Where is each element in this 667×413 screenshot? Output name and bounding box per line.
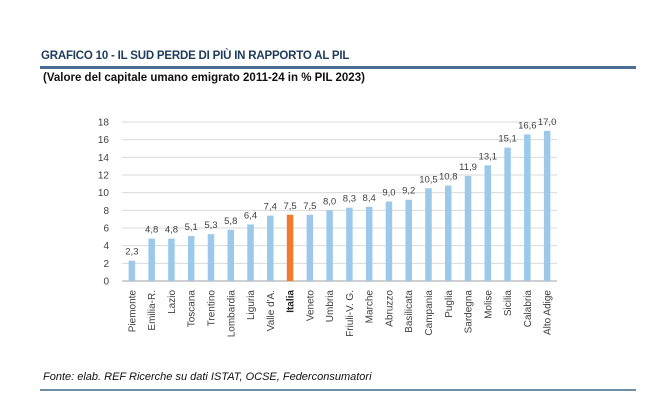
bar-lombardia xyxy=(227,229,234,281)
y-tick-label: 16 xyxy=(98,135,110,146)
data-label: 8,4 xyxy=(363,193,376,204)
x-tick-label: Abruzzo xyxy=(384,290,395,327)
chart-title: GRAFICO 10 - IL SUD PERDE DI PIÙ IN RAPP… xyxy=(41,50,350,62)
data-label: 4,8 xyxy=(145,225,158,236)
data-labels: 2,3 4,8 4,8 5,1 5,3 5,8 6,4 7,4 7,5 7,5 8,0 8,3 8,4 9… xyxy=(125,117,556,258)
y-tick-label: 18 xyxy=(98,118,110,129)
chart-subtitle: (Valore del capitale umano emigrato 2011… xyxy=(43,72,365,84)
y-tick-label: 4 xyxy=(103,241,109,252)
data-label: 7,4 xyxy=(264,202,277,213)
x-tick-label: Molise xyxy=(483,290,494,319)
bar-veneto xyxy=(306,214,314,281)
x-tick-label: Basilicata xyxy=(404,290,415,333)
bar-puglia xyxy=(445,185,452,281)
y-tick-label: 8 xyxy=(103,206,109,217)
x-tick-label: Sardegna xyxy=(464,290,475,334)
title-divider xyxy=(40,66,636,69)
data-label: 13,1 xyxy=(479,151,498,162)
y-tick-label: 6 xyxy=(103,224,109,235)
x-tick-label: Toscana xyxy=(187,290,198,328)
x-tick-label: Alto Adige xyxy=(543,290,554,335)
x-tick-label: Calabria xyxy=(523,290,534,328)
x-tick-label: Lombardia xyxy=(226,290,237,338)
data-label: 7,5 xyxy=(303,201,316,212)
bars xyxy=(128,130,551,281)
x-axis-labels: Piemonte Emilia-R. Lazio Toscana Trentino Lom… xyxy=(127,290,553,338)
bar-valle-d-a- xyxy=(267,215,274,281)
data-label: 9,2 xyxy=(402,186,415,197)
data-label: 8,0 xyxy=(323,196,336,207)
data-label: 8,3 xyxy=(343,194,356,205)
x-tick-label: Trentino xyxy=(206,290,217,327)
x-tick-label: Sicilia xyxy=(503,290,514,317)
x-tick-label: Lazio xyxy=(167,290,178,314)
x-tick-label: Emilia-R. xyxy=(147,290,158,331)
bar-liguria xyxy=(247,224,254,281)
data-label: 16,6 xyxy=(518,120,537,131)
bar-calabria xyxy=(524,134,531,281)
bar-emilia-r- xyxy=(148,238,155,281)
data-label: 17,0 xyxy=(538,117,557,128)
data-label: 7,5 xyxy=(283,201,296,212)
x-tick-label: Campania xyxy=(424,290,435,336)
bar-campania xyxy=(425,188,432,281)
data-label: 5,8 xyxy=(224,216,237,227)
y-tick-label: 10 xyxy=(98,188,110,199)
x-tick-label: Puglia xyxy=(444,290,455,318)
bar-umbria xyxy=(326,210,333,281)
bar-toscana xyxy=(187,235,195,281)
x-tick-label: Valle d'A. xyxy=(266,290,277,331)
x-tick-label: Italia xyxy=(286,290,297,313)
gridlines xyxy=(122,121,557,282)
y-tick-label: 14 xyxy=(98,153,110,164)
y-tick-label: 2 xyxy=(103,259,109,270)
source-note: Fonte: elab. REF Ricerche su dati ISTAT,… xyxy=(43,371,372,383)
bar-molise xyxy=(484,165,492,281)
data-label: 5,1 xyxy=(185,222,198,233)
bar-sicilia xyxy=(504,147,511,281)
bar-alto-adige xyxy=(543,130,551,281)
x-tick-label: Friuli-V. G. xyxy=(345,290,356,337)
bar-basilicata xyxy=(405,199,412,281)
bar-lazio xyxy=(168,238,175,281)
data-label: 9,0 xyxy=(382,188,395,199)
data-label: 5,3 xyxy=(204,220,217,231)
bar-abruzzo xyxy=(385,201,393,281)
data-label: 2,3 xyxy=(125,247,138,258)
data-label: 11,9 xyxy=(459,162,477,173)
bar-piemonte xyxy=(128,260,136,281)
data-label: 15,1 xyxy=(498,134,517,145)
footer-divider xyxy=(40,389,636,391)
bar-friuli-v-g- xyxy=(346,207,353,281)
y-tick-label: 0 xyxy=(103,277,109,288)
data-label: 10,5 xyxy=(419,174,438,185)
y-tick-label: 12 xyxy=(98,171,110,182)
x-tick-label: Marche xyxy=(365,290,376,324)
x-tick-label: Umbria xyxy=(325,290,336,323)
bar-sardegna xyxy=(464,175,472,281)
data-label: 6,4 xyxy=(244,210,257,221)
x-tick-label: Veneto xyxy=(305,290,316,322)
bar-trentino xyxy=(207,234,215,281)
data-label: 10,8 xyxy=(439,172,458,183)
x-tick-label: Liguria xyxy=(246,290,257,320)
bar-marche xyxy=(365,206,373,281)
y-axis-ticks: 0 2 4 6 8 10 12 14 16 18 xyxy=(98,118,110,288)
bar-italia xyxy=(286,214,294,281)
data-label: 4,8 xyxy=(165,225,178,236)
x-tick-label: Piemonte xyxy=(127,290,138,333)
